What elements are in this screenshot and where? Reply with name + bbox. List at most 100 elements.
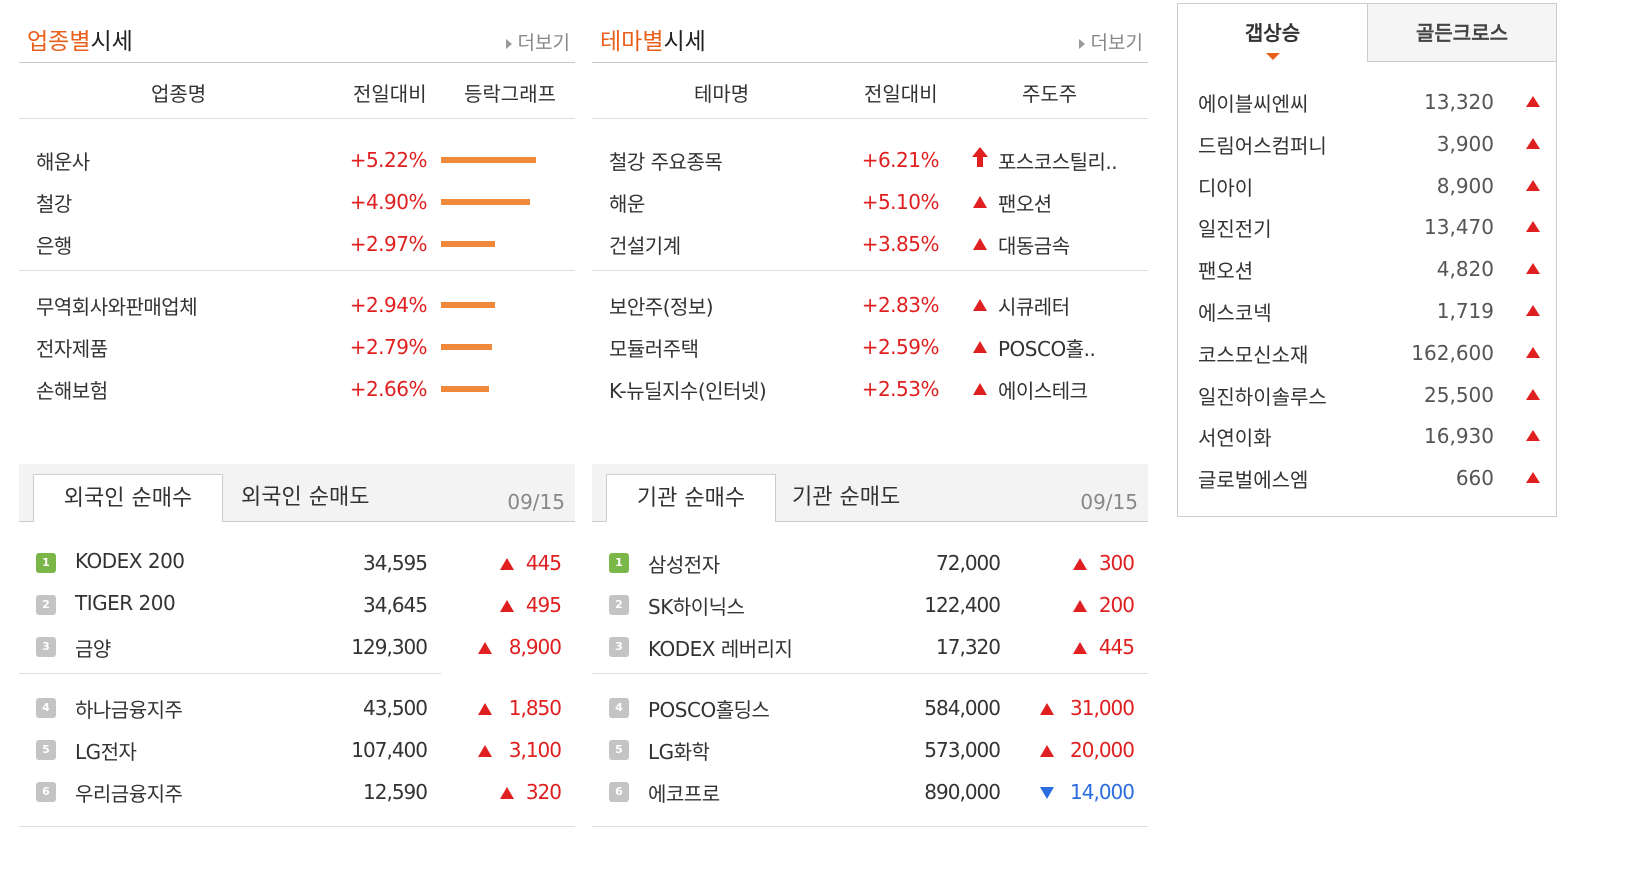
stock-name[interactable]: LG전자 xyxy=(75,740,137,764)
theme-row[interactable]: 해운 +5.10% 팬오션 xyxy=(592,182,1148,222)
net-buy-row[interactable]: 3 KODEX 레버리지 17,320 445 xyxy=(592,627,1148,667)
theme-leader-stock[interactable]: 시큐레터 xyxy=(998,295,1070,319)
rank-badge: 3 xyxy=(609,637,629,657)
net-buy-row[interactable]: 5 LG화학 573,000 20,000 xyxy=(592,730,1148,770)
divider xyxy=(19,270,575,271)
gap-rise-row[interactable]: 팬오션 4,820 xyxy=(1178,255,1556,297)
sector-more-link[interactable]: 더보기 xyxy=(505,28,570,55)
stock-name[interactable]: 글로벌에스엠 xyxy=(1198,468,1309,493)
theme-name[interactable]: K-뉴딜지수(인터넷) xyxy=(609,379,767,403)
theme-row[interactable]: K-뉴딜지수(인터넷) +2.53% 에이스테크 xyxy=(592,369,1148,409)
sector-row[interactable]: 손해보험 +2.66% xyxy=(19,369,575,409)
stock-name[interactable]: 디아이 xyxy=(1198,175,1254,200)
stock-price: 573,000 xyxy=(924,738,1001,762)
stock-name[interactable]: 팬오션 xyxy=(1198,259,1254,284)
net-buy-row[interactable]: 2 SK하이닉스 122,400 200 xyxy=(592,585,1148,625)
tab-foreign-sell[interactable]: 외국인 순매도 xyxy=(241,485,370,510)
sector-row[interactable]: 해운사 +5.22% xyxy=(19,140,575,180)
gap-rise-row[interactable]: 디아이 8,900 xyxy=(1178,172,1556,214)
stock-name[interactable]: TIGER 200 xyxy=(75,591,176,615)
gap-rise-row[interactable]: 서연이화 16,930 xyxy=(1178,422,1556,464)
stock-name[interactable]: 에스코넥 xyxy=(1198,301,1272,325)
stock-name[interactable]: 에이블씨엔씨 xyxy=(1198,92,1309,116)
theme-name[interactable]: 철강 주요종목 xyxy=(609,150,723,174)
net-buy-row[interactable]: 1 KODEX 200 34,595 445 xyxy=(19,543,575,583)
sector-name[interactable]: 무역회사와판매업체 xyxy=(36,295,198,319)
theme-row[interactable]: 보안주(정보) +2.83% 시큐레터 xyxy=(592,285,1148,325)
stock-name[interactable]: 일진하이솔루스 xyxy=(1198,384,1327,409)
gap-rise-row[interactable]: 에이블씨엔씨 13,320 xyxy=(1178,88,1556,130)
divider xyxy=(592,826,1148,827)
tab-institution-buy[interactable]: 기관 순매수 xyxy=(606,474,776,522)
net-buy-row[interactable]: 1 삼성전자 72,000 300 xyxy=(592,543,1148,583)
stock-name[interactable]: LG화학 xyxy=(648,740,710,764)
theme-leader-stock[interactable]: POSCO홀.. xyxy=(998,337,1096,361)
up-triangle-icon xyxy=(1040,703,1054,715)
theme-name[interactable]: 모듈러주택 xyxy=(609,337,699,361)
tab-institution-sell[interactable]: 기관 순매도 xyxy=(792,485,901,510)
gap-rise-row[interactable]: 일진하이솔루스 25,500 xyxy=(1178,381,1556,423)
stock-name[interactable]: 금양 xyxy=(75,637,111,661)
stock-name[interactable]: POSCO홀딩스 xyxy=(648,698,770,722)
stock-name[interactable]: 삼성전자 xyxy=(648,553,720,577)
theme-leader-stock[interactable]: 대동금속 xyxy=(998,234,1070,258)
rank-badge: 1 xyxy=(36,553,56,573)
net-buy-row[interactable]: 3 금양 129,300 8,900 xyxy=(19,627,575,667)
sector-name[interactable]: 전자제품 xyxy=(36,337,108,361)
sector-name[interactable]: 철강 xyxy=(36,192,72,216)
sector-row[interactable]: 철강 +4.90% xyxy=(19,182,575,222)
stock-name[interactable]: 일진전기 xyxy=(1198,217,1272,242)
sector-row[interactable]: 전자제품 +2.79% xyxy=(19,327,575,367)
gap-rise-row[interactable]: 에스코넥 1,719 xyxy=(1178,297,1556,339)
net-buy-row[interactable]: 2 TIGER 200 34,645 495 xyxy=(19,585,575,625)
stock-name[interactable]: 우리금융지주 xyxy=(75,782,183,806)
net-buy-row[interactable]: 4 하나금융지주 43,500 1,850 xyxy=(19,688,575,728)
stock-name[interactable]: 에코프로 xyxy=(648,782,720,806)
theme-row[interactable]: 모듈러주택 +2.59% POSCO홀.. xyxy=(592,327,1148,367)
stock-name[interactable]: KODEX 레버리지 xyxy=(648,637,793,661)
sector-name[interactable]: 은행 xyxy=(36,234,72,258)
theme-name[interactable]: 건설기계 xyxy=(609,234,681,258)
up-triangle-icon xyxy=(1526,388,1540,400)
tab-foreign-buy[interactable]: 외국인 순매수 xyxy=(33,474,223,522)
rank-badge: 2 xyxy=(36,595,56,615)
sector-row[interactable]: 은행 +2.97% xyxy=(19,224,575,264)
gap-rise-row[interactable]: 드림어스컴퍼니 3,900 xyxy=(1178,130,1556,172)
gap-rise-row[interactable]: 코스모신소재 162,600 xyxy=(1178,339,1556,381)
tab-gap-rise[interactable]: 갭상승 xyxy=(1178,4,1368,62)
institution-tabbar: 기관 순매수 기관 순매도 09/15 xyxy=(592,464,1148,522)
stock-change: 445 xyxy=(1098,635,1135,659)
net-buy-row[interactable]: 4 POSCO홀딩스 584,000 31,000 xyxy=(592,688,1148,728)
theme-leader-stock[interactable]: 에이스테크 xyxy=(998,379,1088,403)
gap-rise-row[interactable]: 글로벌에스엠 660 xyxy=(1178,464,1556,506)
foreign-tabbar: 외국인 순매수 외국인 순매도 09/15 xyxy=(19,464,575,522)
theme-leader-stock[interactable]: 팬오션 xyxy=(998,192,1052,216)
theme-name[interactable]: 해운 xyxy=(609,192,645,216)
down-triangle-icon xyxy=(1040,787,1054,799)
sector-name[interactable]: 해운사 xyxy=(36,150,90,174)
tab-golden-cross[interactable]: 골든크로스 xyxy=(1368,4,1556,62)
theme-name[interactable]: 보안주(정보) xyxy=(609,295,714,319)
theme-row[interactable]: 철강 주요종목 +6.21% 포스코스틸리.. xyxy=(592,140,1148,180)
sector-name[interactable]: 손해보험 xyxy=(36,379,108,403)
up-triangle-icon xyxy=(1526,472,1540,484)
rank-badge: 2 xyxy=(609,595,629,615)
theme-leader-stock[interactable]: 포스코스틸리.. xyxy=(998,150,1118,174)
up-triangle-icon xyxy=(973,238,987,250)
stock-name[interactable]: KODEX 200 xyxy=(75,549,185,573)
theme-title: 테마별시세 xyxy=(600,29,706,55)
up-triangle-icon xyxy=(973,299,987,311)
theme-more-link[interactable]: 더보기 xyxy=(1078,28,1143,55)
stock-name[interactable]: 하나금융지주 xyxy=(75,698,183,722)
gap-rise-row[interactable]: 일진전기 13,470 xyxy=(1178,213,1556,255)
theme-row[interactable]: 건설기계 +3.85% 대동금속 xyxy=(592,224,1148,264)
sector-row[interactable]: 무역회사와판매업체 +2.94% xyxy=(19,285,575,325)
stock-name[interactable]: 코스모신소재 xyxy=(1198,342,1309,367)
stock-name[interactable]: SK하이닉스 xyxy=(648,595,745,619)
net-buy-row[interactable]: 5 LG전자 107,400 3,100 xyxy=(19,730,575,770)
sector-change: +2.66% xyxy=(349,377,428,401)
stock-name[interactable]: 서연이화 xyxy=(1198,426,1272,451)
net-buy-row[interactable]: 6 에코프로 890,000 14,000 xyxy=(592,772,1148,812)
net-buy-row[interactable]: 6 우리금융지주 12,590 320 xyxy=(19,772,575,812)
stock-name[interactable]: 드림어스컴퍼니 xyxy=(1198,133,1327,158)
